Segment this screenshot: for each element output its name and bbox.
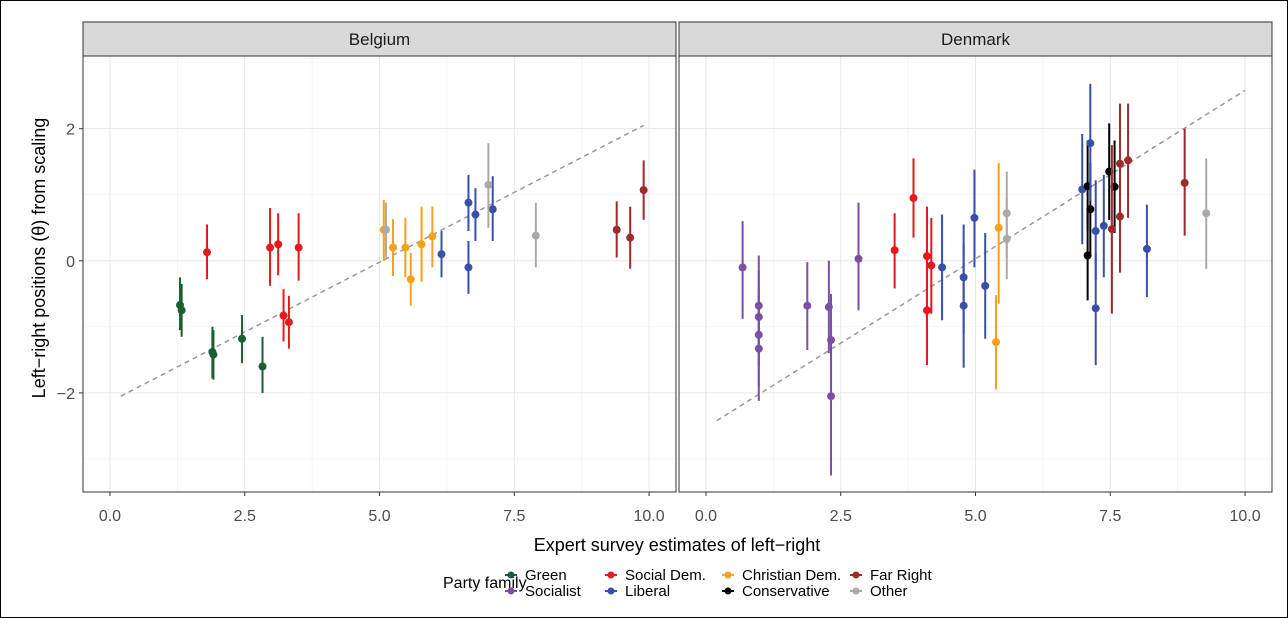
data-point xyxy=(381,225,390,234)
data-point xyxy=(803,301,812,310)
data-point xyxy=(959,301,968,310)
y-tick-label: −2 xyxy=(57,386,75,403)
panel-title: Denmark xyxy=(941,30,1010,49)
data-point xyxy=(464,198,473,207)
data-point xyxy=(238,334,247,343)
x-tick-label: 5.0 xyxy=(368,508,390,525)
data-point xyxy=(639,186,648,195)
data-point xyxy=(294,243,303,252)
data-point xyxy=(922,306,931,315)
data-point xyxy=(1180,178,1189,187)
data-point xyxy=(471,210,480,219)
data-point xyxy=(428,232,437,241)
data-point xyxy=(464,263,473,272)
trend-line xyxy=(716,89,1246,422)
data-point xyxy=(991,338,1000,347)
data-point xyxy=(1202,209,1211,218)
data-point xyxy=(890,246,899,255)
data-point xyxy=(1002,234,1011,243)
panel-belgium: Belgium 0.0 2.5 5.0 7.5 10.0 xyxy=(82,21,677,525)
data-point xyxy=(612,225,621,234)
x-tick-label: 5.0 xyxy=(964,508,986,525)
data-point xyxy=(909,194,918,203)
panel-strip xyxy=(82,21,677,57)
y-axis-label: Left−right positions (θ) from scaling xyxy=(29,118,49,399)
x-tick-label: 0.0 xyxy=(99,508,121,525)
legend-label: Christian Dem. xyxy=(742,567,841,584)
data-point xyxy=(484,180,493,189)
data-point xyxy=(1091,227,1100,236)
data-point xyxy=(406,275,415,284)
x-axis-label: Expert survey estimates of left−right xyxy=(534,535,821,555)
data-point xyxy=(1107,225,1116,234)
data-point xyxy=(1086,139,1095,148)
data-point xyxy=(258,362,267,371)
data-point xyxy=(1142,244,1151,253)
data-point xyxy=(417,240,426,249)
data-point xyxy=(738,263,747,272)
data-point xyxy=(388,243,397,252)
x-tick-label: 7.5 xyxy=(1099,508,1121,525)
legend-title: Party family xyxy=(443,575,527,592)
data-point xyxy=(994,223,1003,232)
data-point xyxy=(1091,304,1100,313)
data-point xyxy=(209,350,218,359)
data-point xyxy=(437,250,446,259)
legend-label: Conservative xyxy=(742,583,830,600)
legend-key-dot xyxy=(607,587,615,595)
legend-label: Green xyxy=(525,567,567,584)
data-point xyxy=(1086,205,1095,214)
data-point xyxy=(938,263,947,272)
legend-label: Liberal xyxy=(625,583,670,600)
data-point xyxy=(284,318,293,327)
x-tick-label: 0.0 xyxy=(695,508,717,525)
legend-key-dot xyxy=(507,571,515,579)
x-tick-label: 10.0 xyxy=(1229,508,1260,525)
data-point xyxy=(1124,156,1133,165)
panel-strip xyxy=(678,21,1273,57)
data-point xyxy=(970,213,979,222)
data-point xyxy=(202,248,211,257)
legend-label: Socialist xyxy=(525,583,582,600)
data-point xyxy=(488,205,497,214)
data-point xyxy=(626,233,635,242)
x-tick-label: 2.5 xyxy=(234,508,256,525)
legend-label: Far Right xyxy=(870,567,933,584)
legend-label: Social Dem. xyxy=(625,567,706,584)
y-tick-label: 2 xyxy=(66,122,75,139)
data-point xyxy=(854,254,863,263)
legend-key-dot xyxy=(724,587,732,595)
legend-key-dot xyxy=(852,587,860,595)
legend-label: Other xyxy=(870,583,908,600)
panel-denmark: Denmark 0.0 2.5 5.0 7.5 10.0 xyxy=(678,21,1273,525)
trend-line xyxy=(120,124,644,397)
legend-key-dot xyxy=(852,571,860,579)
data-point xyxy=(827,392,836,401)
data-point xyxy=(927,261,936,270)
data-point xyxy=(1115,159,1124,168)
y-tick-label: 0 xyxy=(66,254,75,271)
legend-key-dot xyxy=(724,571,732,579)
data-point xyxy=(266,243,275,252)
legend-key-dot xyxy=(507,587,515,595)
data-point xyxy=(531,231,540,240)
data-point xyxy=(279,311,288,320)
panel-title: Belgium xyxy=(349,30,410,49)
data-point xyxy=(274,240,283,249)
x-tick-label: 7.5 xyxy=(503,508,525,525)
x-tick-label: 10.0 xyxy=(633,508,664,525)
data-point xyxy=(1099,221,1108,230)
data-point xyxy=(981,281,990,290)
legend-key-dot xyxy=(607,571,615,579)
data-point xyxy=(177,306,186,315)
x-tick-label: 2.5 xyxy=(830,508,852,525)
data-point xyxy=(754,344,763,353)
data-point xyxy=(401,243,410,252)
